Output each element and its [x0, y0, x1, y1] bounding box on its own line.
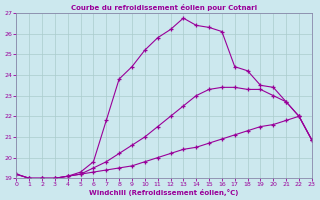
X-axis label: Windchill (Refroidissement éolien,°C): Windchill (Refroidissement éolien,°C)	[89, 189, 239, 196]
Title: Courbe du refroidissement éolien pour Cotnari: Courbe du refroidissement éolien pour Co…	[71, 4, 257, 11]
